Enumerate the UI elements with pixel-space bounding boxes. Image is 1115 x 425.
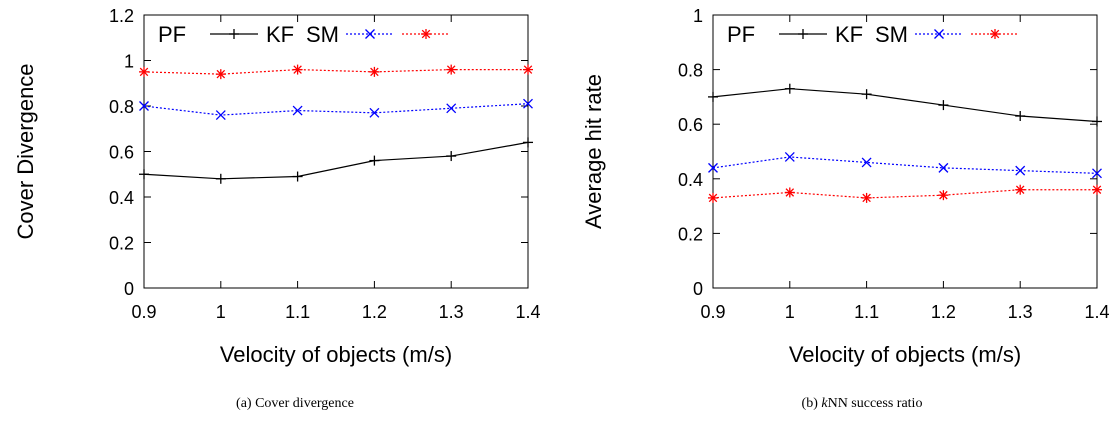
- chart-1-series-2-point: [139, 101, 149, 111]
- chart-2-series-1-line: [712, 88, 1098, 123]
- chart-2-series-2-point: [784, 152, 795, 162]
- chart-2: 0 0.2 0.4 0.6 0.8 1 0.9 1 1.1 1.2 1.3 1.4 Velocity o…: [581, 6, 1110, 411]
- chart-1-x-axis-label: Velocity of objects (m/s): [220, 342, 452, 367]
- chart-2-y-axis-label: Average hit rate: [581, 74, 606, 229]
- chart-1-y-tick-label: 1: [124, 52, 134, 72]
- chart-2-y-tick-label: 1: [693, 6, 703, 26]
- chart-1-series-3-point: [292, 64, 303, 75]
- chart-2-series-3-point: [1092, 184, 1102, 195]
- chart-2-x-axis-label: Velocity of objects (m/s): [789, 342, 1021, 367]
- chart-1: 0 0.2 0.4 0.6 0.8 1 1.2 0.9 1 1.1 1.2 1.3 1.4 Velocit…: [13, 6, 541, 411]
- chart-2-y-tick-label: 0.8: [678, 61, 703, 81]
- chart-1-legend: PF KF SM: [158, 22, 450, 47]
- chart-1-series-3: [139, 64, 533, 80]
- chart-1-series-1-point: [369, 155, 380, 166]
- chart-2-legend-label-1: KF: [835, 22, 863, 47]
- chart-1-series-3-point: [446, 64, 457, 75]
- chart-2-series-2-point: [1092, 168, 1102, 179]
- chart-1-legend-marker-3: [421, 29, 431, 39]
- chart-2-legend: PF KF SM: [727, 22, 1019, 47]
- chart-1-series-2-point: [369, 107, 380, 118]
- chart-2-legend-marker-1: [798, 29, 808, 39]
- chart-2-legend-prefix: PF: [727, 22, 755, 47]
- chart-2-series-1-point: [861, 89, 872, 100]
- chart-1-y-tick-label: 0.6: [109, 143, 134, 163]
- chart-2-legend-label-2: SM: [875, 22, 908, 47]
- chart-2-series-1-point: [784, 83, 795, 94]
- chart-2-series-3-point: [1015, 184, 1026, 195]
- chart-2-series-1-point: [708, 91, 718, 102]
- chart-1-series-2-point: [446, 103, 457, 114]
- chart-1-series-2-point: [523, 98, 533, 109]
- chart-1-y-axis-label: Cover Divergence: [13, 63, 38, 239]
- chart-1-series-3-point: [523, 64, 533, 75]
- chart-2-x-tick-label: 1.4: [1084, 302, 1109, 322]
- chart-1-x-tick-label: 1: [216, 302, 226, 322]
- chart-1-plot-frame: [143, 14, 529, 289]
- chart-2-series-3-point: [784, 187, 795, 198]
- chart-1-x-tick-label: 0.9: [131, 302, 156, 322]
- chart-1-y-tick-label: 0.2: [109, 234, 134, 254]
- chart-1-series-2-point: [292, 105, 303, 116]
- chart-1-series-3-point: [139, 66, 149, 77]
- chart-1-series-1: [139, 137, 533, 184]
- chart-2-series-2-point: [708, 162, 718, 173]
- chart-2-series-2-point: [861, 157, 872, 168]
- chart-1-series-2-line: [143, 103, 529, 116]
- chart-1-x-tick-label: 1.1: [285, 302, 310, 322]
- chart-2-series-2-line: [712, 156, 1098, 174]
- chart-1-legend-prefix: PF: [158, 22, 186, 47]
- chart-1-x-tick-label: 1.2: [362, 302, 387, 322]
- chart-2-legend-marker-3: [990, 29, 1000, 39]
- chart-1-series-2: [139, 98, 533, 121]
- chart-1-series-3-point: [369, 66, 380, 77]
- chart-1-series-1-point: [292, 171, 303, 182]
- chart-1-x-tick-label: 1.4: [515, 302, 540, 322]
- chart-2-series-1-point: [938, 100, 949, 111]
- chart-2-series-1: [708, 83, 1102, 127]
- chart-1-series-1-point: [215, 173, 226, 184]
- chart-1-series-1-point: [446, 151, 457, 162]
- chart-1-caption: (a) Cover divergence: [236, 396, 354, 411]
- chart-2-series-3-point: [938, 190, 949, 201]
- chart-2-y-tick-label: 0: [693, 279, 703, 299]
- chart-1-y-tick-label: 1.2: [109, 6, 134, 26]
- chart-1-y-tick-label: 0.8: [109, 97, 134, 117]
- chart-2-series-2-point: [1015, 165, 1026, 176]
- chart-1-series-3-line: [143, 68, 528, 75]
- chart-1-series-2-point: [215, 110, 226, 121]
- chart-2-x-tick-label: 1: [785, 302, 795, 322]
- chart-2-y-tick-label: 0.2: [678, 224, 703, 244]
- chart-2-series-3-point: [708, 192, 718, 203]
- chart-1-series-1-point: [523, 137, 533, 148]
- chart-1-series-1-point: [139, 169, 149, 180]
- chart-1-legend-marker-1: [229, 29, 239, 39]
- chart-2-y-tick-label: 0.6: [678, 115, 703, 135]
- chart-2-series-3-point: [861, 192, 872, 203]
- chart-2-series-1-point: [1015, 111, 1026, 122]
- chart-2-plot-frame: [712, 14, 1098, 289]
- chart-1-y-tick-label: 0.4: [109, 188, 134, 208]
- chart-1-y-tick-label: 0: [124, 279, 134, 299]
- chart-1-legend-label-1: KF: [266, 22, 294, 47]
- chart-2-caption: (b) kNN success ratio: [802, 396, 923, 411]
- chart-1-x-tick-label: 1.3: [439, 302, 464, 322]
- chart-2-series-2-point: [938, 162, 949, 173]
- chart-2-y-tick-label: 0.4: [678, 170, 703, 190]
- chart-1-legend-marker-2: [365, 29, 375, 39]
- chart-2-x-tick-label: 0.9: [700, 302, 725, 322]
- chart-2-series-3-line: [712, 189, 1097, 199]
- chart-1-series-3-point: [215, 69, 226, 80]
- chart-2-x-tick-label: 1.2: [931, 302, 956, 322]
- chart-2-x-tick-label: 1.3: [1008, 302, 1033, 322]
- chart-1-legend-label-2: SM: [306, 22, 339, 47]
- chart-2-legend-marker-2: [934, 29, 944, 39]
- chart-2-series-1-point: [1092, 116, 1102, 127]
- chart-1-series-1-line: [143, 141, 529, 180]
- chart-2-x-tick-label: 1.1: [854, 302, 879, 322]
- chart-2-series-2: [708, 152, 1102, 179]
- chart-2-series-3: [708, 184, 1102, 203]
